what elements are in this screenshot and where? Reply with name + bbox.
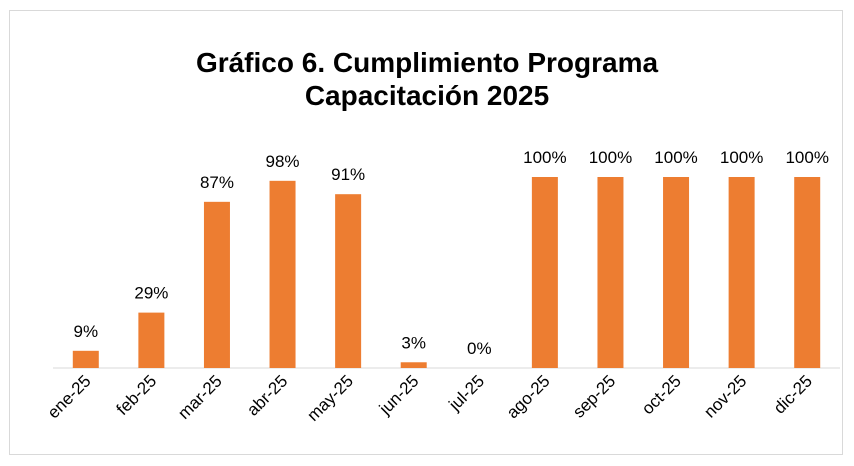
bar	[72, 350, 99, 368]
x-tick-label: oct-25	[638, 371, 685, 418]
chart-title: Gráfico 6. Cumplimiento Programa Capacit…	[195, 47, 659, 111]
bar	[794, 177, 821, 368]
x-tick-label: jun-25	[375, 371, 423, 419]
x-tick-label: dic-25	[770, 371, 816, 417]
data-label: 9%	[74, 322, 99, 341]
data-label: 100%	[720, 148, 763, 167]
bar	[138, 312, 165, 368]
x-tick-label: ago-25	[503, 371, 554, 422]
data-label: 100%	[523, 148, 566, 167]
data-label: 0%	[467, 339, 492, 358]
x-tick-label: abr-25	[243, 371, 291, 419]
bar	[728, 177, 755, 368]
x-tick-label: feb-25	[113, 371, 161, 419]
bar	[400, 362, 427, 368]
data-label: 100%	[654, 148, 697, 167]
data-label: 91%	[331, 165, 365, 184]
x-tick-label: may-25	[303, 371, 357, 425]
data-label: 3%	[401, 333, 426, 352]
x-tick-label: nov-25	[700, 371, 750, 421]
chart-frame	[9, 10, 843, 455]
bar	[663, 177, 690, 368]
bar	[335, 194, 362, 368]
bar	[531, 177, 558, 368]
data-label: 87%	[200, 173, 234, 192]
x-tick-label: mar-25	[174, 371, 226, 423]
data-label: 100%	[785, 148, 828, 167]
data-label: 98%	[266, 152, 300, 171]
bar	[203, 201, 230, 368]
x-tick-label: jul-25	[445, 371, 489, 415]
data-label: 29%	[134, 284, 168, 303]
bar	[269, 180, 296, 368]
x-tick-label: sep-25	[569, 371, 619, 421]
x-tick-label: ene-25	[44, 371, 95, 422]
data-label: 100%	[589, 148, 632, 167]
bar	[597, 177, 624, 368]
